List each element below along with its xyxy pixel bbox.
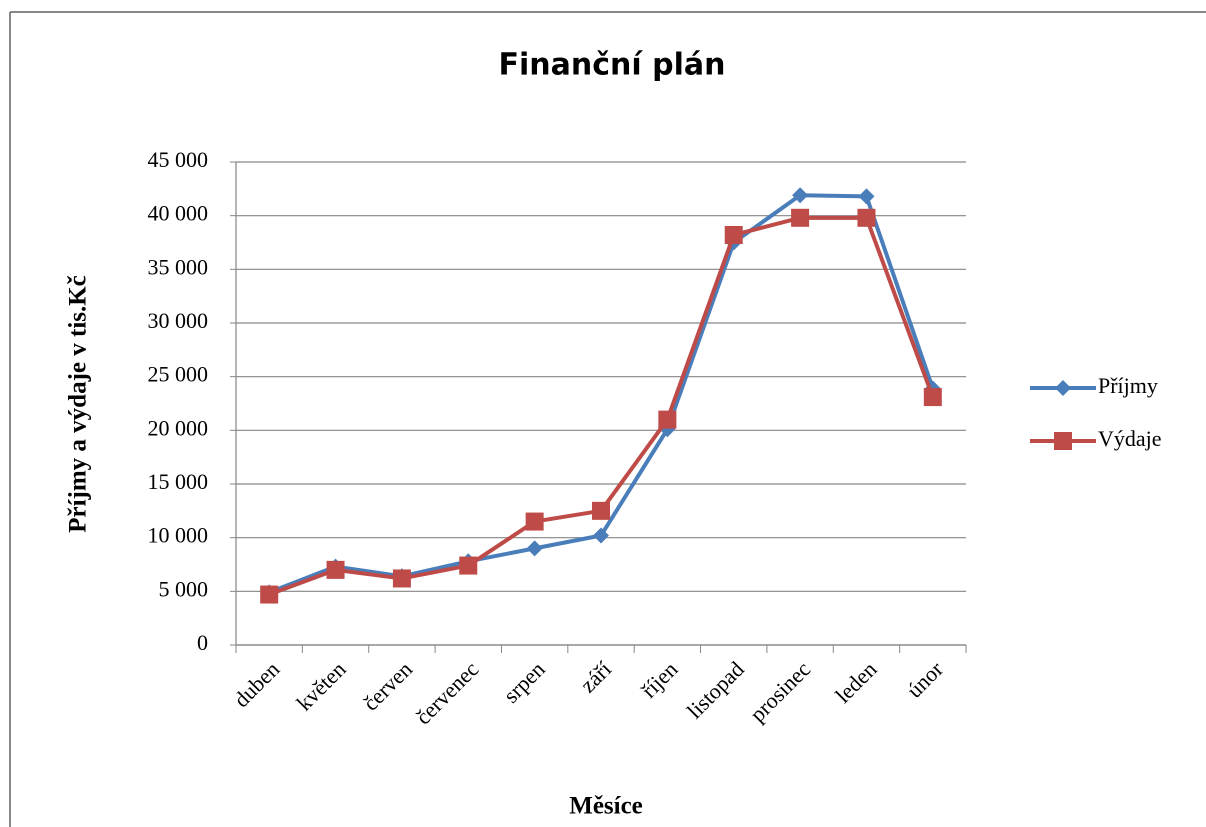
legend-label: Výdaje (1098, 426, 1162, 451)
point (857, 208, 876, 227)
point (858, 188, 875, 205)
x-tick-label: leden (830, 656, 881, 707)
legend-marker (1054, 432, 1072, 450)
point (525, 512, 544, 531)
point (592, 501, 610, 520)
y-tick-label: 40 000 (148, 201, 209, 226)
point (459, 556, 478, 575)
y-tick-label: 30 000 (148, 308, 209, 333)
x-tick-label: duben (229, 656, 285, 712)
x-tick-label: listopad (682, 656, 749, 723)
y-tick-label: 10 000 (148, 523, 209, 548)
chart-title: Finanční plán (499, 48, 726, 83)
x-tick-label: srpen (498, 656, 549, 707)
x-tick-label: květen (291, 656, 350, 715)
point (792, 187, 809, 204)
x-tick-label: červenec (410, 656, 483, 729)
x-tick-label: únor (902, 656, 949, 703)
point (923, 388, 942, 407)
point (724, 225, 743, 244)
x-tick-label: prosinec (745, 656, 816, 727)
x-tick-label: červen (358, 656, 417, 715)
x-tick-label: říjen (636, 656, 682, 702)
y-tick-label: 25 000 (148, 362, 209, 387)
y-tick-label: 45 000 (148, 147, 209, 172)
legend-marker (1055, 380, 1071, 396)
point (791, 208, 810, 227)
y-axis-title: Příjmy a výdaje v tis.Kč (65, 275, 92, 533)
x-tick-label: září (575, 656, 616, 697)
y-tick-label: 20 000 (148, 415, 209, 440)
point (326, 560, 345, 579)
point (260, 585, 279, 604)
x-axis-title: Měsíce (569, 793, 643, 820)
legend-label: Příjmy (1098, 373, 1158, 398)
y-tick-label: 0 (197, 630, 208, 655)
point (593, 527, 609, 544)
y-tick-label: 5 000 (159, 576, 209, 601)
y-tick-label: 15 000 (148, 469, 209, 494)
point (658, 410, 677, 429)
y-tick-label: 35 000 (148, 254, 209, 279)
point (392, 569, 411, 588)
point (526, 540, 543, 557)
